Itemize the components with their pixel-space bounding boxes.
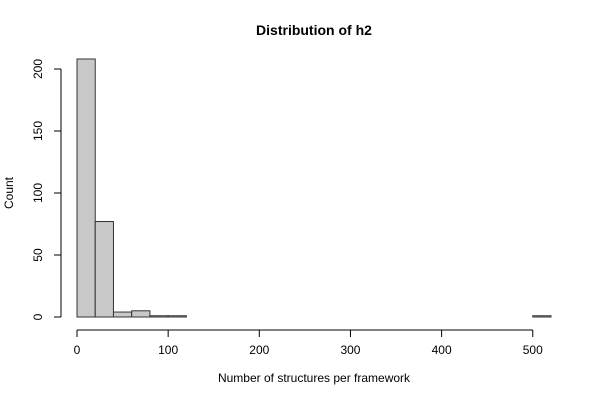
histogram-bar [532, 315, 552, 318]
y-tick-label: 50 [31, 248, 45, 262]
x-tick-label: 0 [74, 343, 81, 357]
histogram-bar [149, 315, 169, 318]
x-tick-label: 100 [158, 343, 178, 357]
histogram-bar [131, 310, 151, 318]
histogram-bar [76, 58, 96, 318]
y-tick-label: 200 [31, 59, 45, 79]
axes-layer: 0 50 100 150 200 0 100 200 300 400 500 [31, 59, 543, 357]
y-tick-label: 150 [31, 121, 45, 141]
x-axis-label: Number of structures per framework [218, 371, 411, 385]
x-tick-label: 300 [340, 343, 360, 357]
y-tick-label: 100 [31, 183, 45, 203]
y-axis-label: Count [2, 176, 16, 209]
x-tick-label: 400 [432, 343, 452, 357]
y-tick-label: 0 [31, 313, 45, 320]
histogram-bar [112, 311, 133, 318]
histogram-bar [167, 315, 187, 318]
bars-layer [76, 58, 552, 318]
chart-title: Distribution of h2 [256, 22, 372, 38]
x-tick-label: 200 [249, 343, 269, 357]
histogram-bar [94, 221, 114, 318]
x-tick-label: 500 [523, 343, 543, 357]
